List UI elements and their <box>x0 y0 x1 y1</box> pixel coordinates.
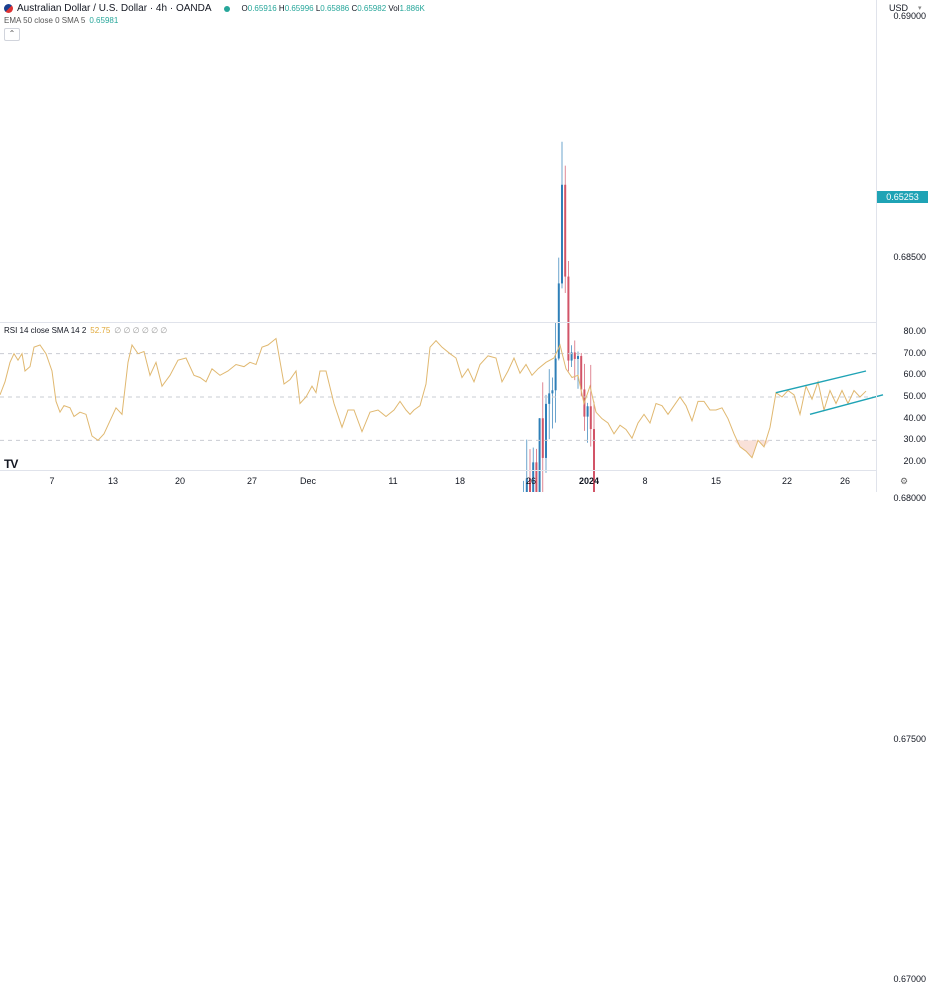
symbol-flag-icon <box>4 4 13 13</box>
price-axis-divider <box>876 0 877 492</box>
candle-body <box>541 418 544 458</box>
candle-body <box>589 406 592 430</box>
candle-body <box>573 352 576 359</box>
chevron-down-icon[interactable]: ▾ <box>918 5 922 12</box>
time-tick: 27 <box>246 476 258 486</box>
candle-body <box>586 406 589 417</box>
time-tick: 26 <box>839 476 851 486</box>
ohlc-values: O0.65916 H0.65996 L0.65886 C0.65982 Vol1… <box>241 4 425 13</box>
collapse-legend-button[interactable]: ⌃ <box>4 28 20 41</box>
candle-body <box>525 478 528 492</box>
chevron-up-icon: ⌃ <box>8 29 16 38</box>
symbol-title[interactable]: Australian Dollar / U.S. Dollar · 4h · O… <box>17 3 212 14</box>
symbol-legend: Australian Dollar / U.S. Dollar · 4h · O… <box>4 3 425 14</box>
candle-body <box>551 390 554 394</box>
rsi-hidden-values: ∅ ∅ ∅ ∅ ∅ ∅ <box>114 326 168 335</box>
time-tick: 13 <box>107 476 119 486</box>
time-tick: 26 <box>525 476 537 486</box>
candle-body <box>538 418 541 492</box>
time-tick: 7 <box>49 476 55 486</box>
rsi-tick: 70.00 <box>903 347 926 358</box>
candle-body <box>593 429 595 492</box>
candle-body <box>561 184 563 284</box>
rsi-line <box>0 337 867 459</box>
rsi-legend[interactable]: RSI 14 close SMA 14 2 52.75 ∅ ∅ ∅ ∅ ∅ ∅ <box>4 326 167 335</box>
price-tick: 0.68000 <box>893 492 926 503</box>
candle-body <box>570 352 573 361</box>
rsi-tick: 40.00 <box>903 412 926 423</box>
rsi-tick: 50.00 <box>903 391 926 401</box>
candle-body <box>545 403 547 458</box>
settings-gear-icon[interactable]: ⚙ <box>900 476 909 486</box>
pane-divider[interactable] <box>0 322 876 323</box>
ema-value: 0.65981 <box>89 16 119 25</box>
candle-body <box>580 356 583 390</box>
candle-body <box>529 478 531 492</box>
chart-canvas[interactable] <box>0 0 932 492</box>
rsi-value: 52.75 <box>90 326 111 335</box>
rsi-tick: 30.00 <box>903 434 926 445</box>
price-tick: 0.67500 <box>893 733 926 744</box>
candle-body <box>535 462 538 492</box>
price-tick: 0.69000 <box>893 11 926 21</box>
rsi-channel-lower <box>809 394 884 416</box>
currency-selector[interactable]: USD <box>889 3 909 13</box>
time-tick: 18 <box>454 476 466 486</box>
time-tick: 2024 <box>578 476 600 486</box>
candle-body <box>564 184 567 277</box>
candle-body <box>548 393 551 404</box>
candle-body <box>554 358 557 391</box>
time-tick: 20 <box>174 476 186 486</box>
candle-body <box>557 283 560 359</box>
rsi-tick: 20.00 <box>903 456 926 466</box>
support-price-tag: 0.65253 <box>877 191 928 203</box>
time-tick: 22 <box>781 476 793 486</box>
candle-body <box>532 462 535 492</box>
price-tick: 0.67000 <box>893 974 926 984</box>
time-tick: 15 <box>710 476 722 486</box>
tradingview-logo[interactable]: TV <box>4 457 18 471</box>
time-tick: Dec <box>299 476 317 486</box>
time-tick: 8 <box>642 476 648 486</box>
rsi-channel-upper <box>775 370 867 394</box>
time-tick: 11 <box>388 476 398 486</box>
candle-body <box>567 276 570 361</box>
rsi-label: RSI 14 close SMA 14 2 <box>4 326 87 335</box>
rsi-tick: 60.00 <box>903 369 926 380</box>
price-tick: 0.68500 <box>893 251 926 262</box>
time-axis-divider <box>0 470 876 471</box>
candle-body <box>577 356 579 359</box>
market-status-dot-icon <box>223 5 230 12</box>
ema-legend[interactable]: EMA 50 close 0 SMA 5 0.65981 <box>4 16 118 25</box>
rsi-tick: 80.00 <box>903 326 926 336</box>
ema-label: EMA 50 close 0 SMA 5 <box>4 16 86 25</box>
